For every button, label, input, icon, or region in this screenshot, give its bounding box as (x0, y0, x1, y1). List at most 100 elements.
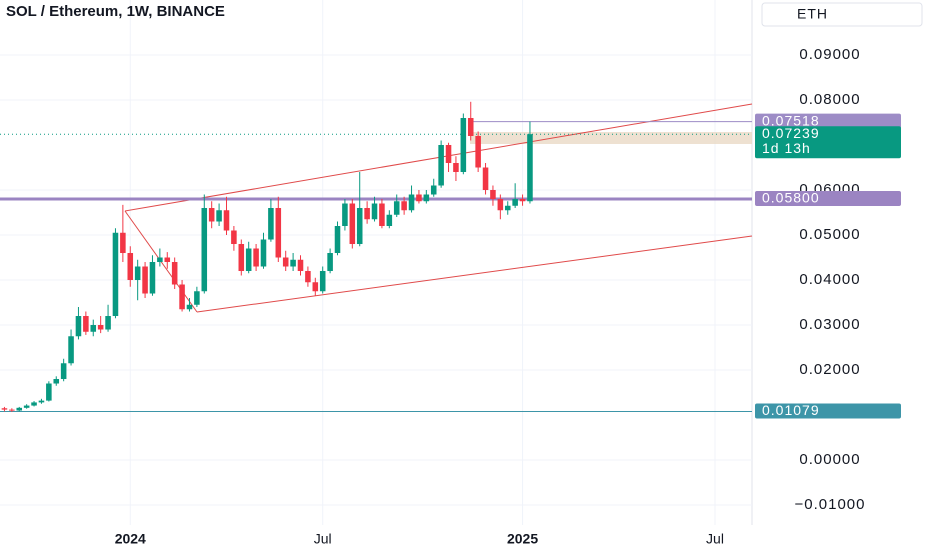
candle-body (16, 407, 23, 411)
candle-body (393, 201, 400, 215)
candle-body (134, 266, 141, 281)
candle-body (46, 383, 52, 401)
price-label: 0.07518 (762, 112, 820, 128)
price-lines (0, 121, 752, 412)
candle-body (497, 199, 504, 211)
candle-body (164, 257, 171, 263)
candle-body (312, 282, 319, 292)
candle-body (356, 208, 363, 245)
candle-body (327, 253, 333, 272)
y-tick-label: 0.09000 (799, 46, 860, 63)
currency-box[interactable] (761, 2, 923, 27)
candle-body (90, 325, 97, 332)
y-tick-label: −0.01000 (795, 496, 866, 513)
candle-body (342, 203, 348, 227)
candle-body (201, 208, 208, 292)
axes: 0.090000.080000.060000.050000.040000.030… (115, 46, 901, 547)
y-tick-label: 0.05000 (799, 226, 860, 243)
x-tick-label: Jul (706, 531, 724, 547)
candle-body (416, 194, 422, 202)
candle-body (208, 208, 215, 222)
candle-body (238, 244, 245, 272)
candle-body (38, 400, 45, 403)
candle-body (467, 117, 474, 136)
price-label: 0.05800 (762, 190, 820, 206)
candle-body (31, 402, 37, 406)
candle-body (386, 214, 393, 227)
y-tick-label: 0.04000 (799, 271, 860, 288)
candle-body (97, 325, 104, 330)
candle-body (319, 271, 326, 292)
candle-body (527, 134, 533, 202)
candle-body (75, 316, 82, 337)
candle-body (23, 405, 30, 408)
candle-body (60, 363, 67, 380)
candle-body (401, 201, 407, 211)
candle-body (290, 259, 296, 267)
chart-title: SOL / Ethereum, 1W, BINANCE (6, 3, 225, 20)
y-tick-label: 0.03000 (799, 316, 860, 333)
y-tick-label: 0.02000 (799, 361, 860, 378)
range-box (470, 132, 752, 144)
candle-body (120, 232, 126, 254)
countdown: 1d 13h (762, 140, 811, 156)
candle-body (430, 185, 437, 195)
candle-body (305, 271, 311, 283)
candle-body (475, 135, 481, 168)
candles (1, 101, 533, 412)
candle-body (53, 379, 60, 384)
price-box (755, 403, 901, 419)
candle-body (268, 208, 274, 240)
candle-body (260, 239, 267, 267)
candle-body (127, 253, 134, 281)
candle-body (423, 194, 430, 202)
candle-body (504, 205, 511, 211)
candle-body (216, 210, 222, 222)
candle-body (275, 208, 282, 258)
candle-body (179, 284, 185, 310)
candle-body (445, 144, 452, 163)
currency[interactable]: ETH (797, 6, 828, 22)
candle-body (1, 408, 8, 410)
x-tick-label: Jul (314, 531, 332, 547)
candle-body (438, 144, 444, 186)
candle-body (231, 230, 237, 245)
channel-lower (196, 235, 753, 313)
candle-body (194, 291, 200, 305)
candle-body (460, 117, 467, 172)
x-tick-label: 2024 (115, 531, 146, 547)
candle-body (334, 226, 341, 254)
candle-body (245, 248, 252, 272)
candle-body (482, 167, 489, 191)
candle-body (364, 208, 370, 220)
candle-body (105, 316, 111, 330)
candle-body (297, 259, 304, 272)
price-label: 0.01079 (762, 402, 820, 418)
candle-body (68, 336, 74, 364)
candle-body (171, 262, 178, 285)
candle-body (149, 262, 156, 294)
candle-body (408, 194, 415, 211)
candle-body (223, 210, 230, 231)
price-label: 0.07239 (762, 125, 820, 141)
x-tick-label: 2025 (507, 531, 538, 547)
price-box (755, 113, 901, 129)
y-tick-label: 0.08000 (799, 91, 860, 108)
candle-body (453, 162, 459, 172)
candle-body (157, 257, 163, 263)
price-box (755, 126, 901, 159)
candle-body (83, 316, 89, 332)
candle-body (379, 203, 385, 227)
candle-body (349, 203, 356, 245)
candle-body (253, 248, 259, 267)
candle-body (512, 199, 518, 206)
candle-body (371, 203, 378, 220)
candle-body (519, 199, 526, 202)
y-tick-label: 0.00000 (799, 451, 860, 468)
price-box (755, 191, 901, 207)
candle-body (186, 304, 193, 310)
candle-body (282, 257, 289, 267)
candle-body (9, 409, 15, 411)
candle-body (112, 232, 119, 317)
